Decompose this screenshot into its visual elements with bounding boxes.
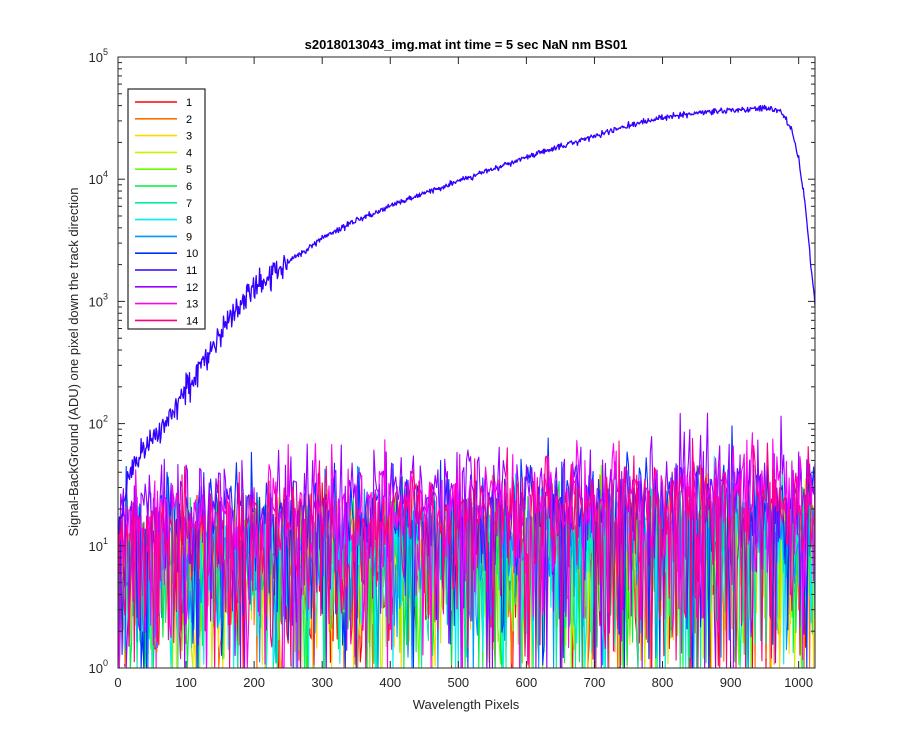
- legend-label-2: 2: [186, 114, 192, 126]
- x-tick-label: 1000: [784, 675, 813, 690]
- x-axis-label: Wavelength Pixels: [413, 697, 520, 712]
- x-tick-label: 500: [447, 675, 469, 690]
- x-tick-label: 800: [652, 675, 674, 690]
- x-tick-label: 100: [175, 675, 197, 690]
- y-tick-label: 103: [89, 291, 108, 309]
- plot-frame: [117, 56, 816, 669]
- x-tick-label: 400: [379, 675, 401, 690]
- legend-label-14: 14: [186, 315, 198, 327]
- legend-label-11: 11: [186, 265, 197, 277]
- legend-label-8: 8: [186, 215, 192, 227]
- y-tick-label: 102: [89, 414, 108, 432]
- legend-label-4: 4: [186, 147, 192, 159]
- legend-label-10: 10: [186, 248, 198, 260]
- series-line-14: [118, 437, 815, 668]
- series-layer: [118, 104, 815, 668]
- y-tick-label: 104: [89, 169, 108, 187]
- x-tick-label: 600: [516, 675, 538, 690]
- legend-label-7: 7: [186, 198, 192, 210]
- legend-label-9: 9: [186, 231, 192, 243]
- x-tick-label: 300: [311, 675, 333, 690]
- x-tick-label: 700: [584, 675, 606, 690]
- legend-label-12: 12: [186, 282, 198, 294]
- legend-label-13: 13: [186, 299, 198, 311]
- legend-label-6: 6: [186, 181, 192, 193]
- x-axis: 0 100 200 300 400 500 600 700 800 900 1000: [114, 57, 813, 690]
- legend-label-3: 3: [186, 131, 192, 143]
- x-tick-label: 900: [720, 675, 742, 690]
- x-tick-label: 0: [114, 675, 121, 690]
- y-axis-label: Signal-BackGround (ADU) one pixel down t…: [66, 187, 81, 536]
- series-line-11: [118, 104, 815, 535]
- legend-label-1: 1: [186, 97, 192, 109]
- legend-label-5: 5: [186, 164, 192, 176]
- y-tick-label: 101: [89, 536, 108, 554]
- y-tick-label: 100: [89, 658, 108, 676]
- legend-box: [127, 88, 206, 330]
- chart-title: s2018013043_img.mat int time = 5 sec NaN…: [305, 37, 628, 52]
- series-line-12: [118, 412, 815, 668]
- y-tick-label: 105: [89, 47, 108, 65]
- x-tick-label: 200: [243, 675, 265, 690]
